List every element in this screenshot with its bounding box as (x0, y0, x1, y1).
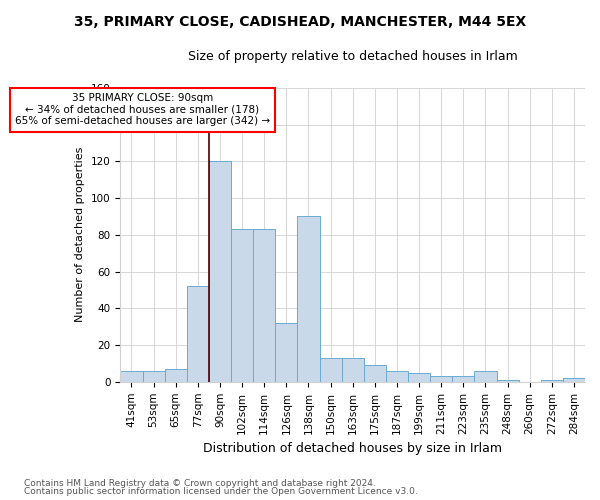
Bar (497, 380, 518, 382)
Bar (275, 323, 298, 382)
Bar (187, 286, 209, 382)
Text: 35, PRIMARY CLOSE, CADISHEAD, MANCHESTER, M44 5EX: 35, PRIMARY CLOSE, CADISHEAD, MANCHESTER… (74, 15, 526, 29)
X-axis label: Distribution of detached houses by size in Irlam: Distribution of detached houses by size … (203, 442, 502, 455)
Bar (452, 376, 475, 382)
Bar (364, 366, 386, 382)
Bar (231, 230, 253, 382)
Bar (563, 378, 585, 382)
Text: Contains public sector information licensed under the Open Government Licence v3: Contains public sector information licen… (24, 487, 418, 496)
Bar (209, 162, 231, 382)
Bar (475, 371, 497, 382)
Bar (541, 380, 563, 382)
Bar (408, 372, 430, 382)
Bar (143, 371, 164, 382)
Bar (341, 358, 364, 382)
Bar (298, 216, 320, 382)
Text: Contains HM Land Registry data © Crown copyright and database right 2024.: Contains HM Land Registry data © Crown c… (24, 478, 376, 488)
Bar (164, 369, 187, 382)
Text: 35 PRIMARY CLOSE: 90sqm
← 34% of detached houses are smaller (178)
65% of semi-d: 35 PRIMARY CLOSE: 90sqm ← 34% of detache… (15, 94, 270, 126)
Title: Size of property relative to detached houses in Irlam: Size of property relative to detached ho… (188, 50, 518, 63)
Bar (386, 371, 408, 382)
Bar (320, 358, 341, 382)
Y-axis label: Number of detached properties: Number of detached properties (76, 147, 85, 322)
Bar (430, 376, 452, 382)
Bar (253, 230, 275, 382)
Bar (121, 371, 143, 382)
